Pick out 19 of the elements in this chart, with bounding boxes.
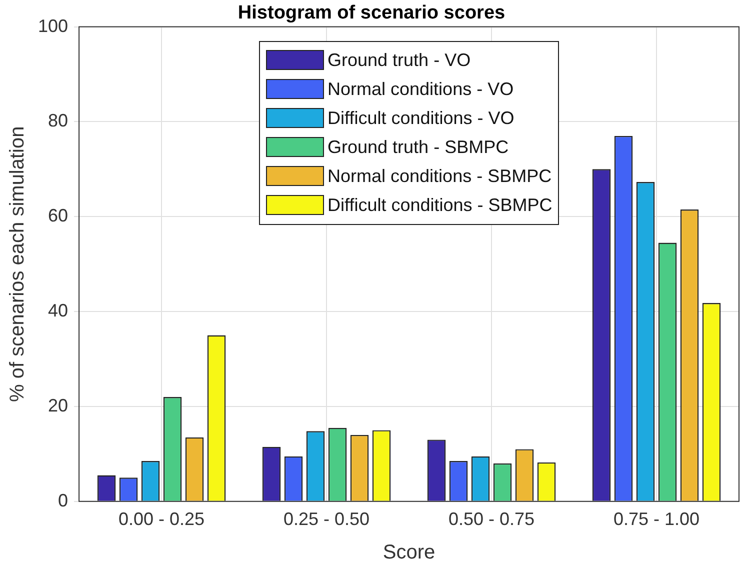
legend-label: Difficult conditions - SBMPC [328, 194, 552, 216]
legend-label: Ground truth - SBMPC [328, 136, 509, 158]
legend-label: Difficult conditions - VO [328, 108, 514, 129]
y-tick-label: 0 [58, 490, 68, 510]
chart-title: Histogram of scenario scores [238, 2, 506, 24]
legend-label: Normal conditions - VO [328, 78, 514, 100]
x-tick-label: 0.50 - 0.75 [448, 509, 535, 530]
y-tick-label: 80 [48, 110, 68, 131]
y-tick-label: 20 [48, 395, 68, 416]
y-axis-title: % of scenarios each simulation [6, 126, 29, 402]
legend-label: Normal conditions - SBMPC [328, 166, 552, 187]
x-tick-label: 0.00 - 0.25 [118, 509, 205, 530]
x-tick-label: 0.25 - 0.50 [283, 509, 370, 530]
x-axis-title: Score [382, 542, 436, 564]
legend-label: Ground truth - VO [328, 50, 471, 71]
y-tick-label: 40 [48, 300, 68, 321]
y-tick-label: 60 [48, 206, 68, 226]
y-tick-label: 100 [38, 16, 68, 36]
x-tick-label: 0.75 - 1.00 [613, 509, 700, 530]
